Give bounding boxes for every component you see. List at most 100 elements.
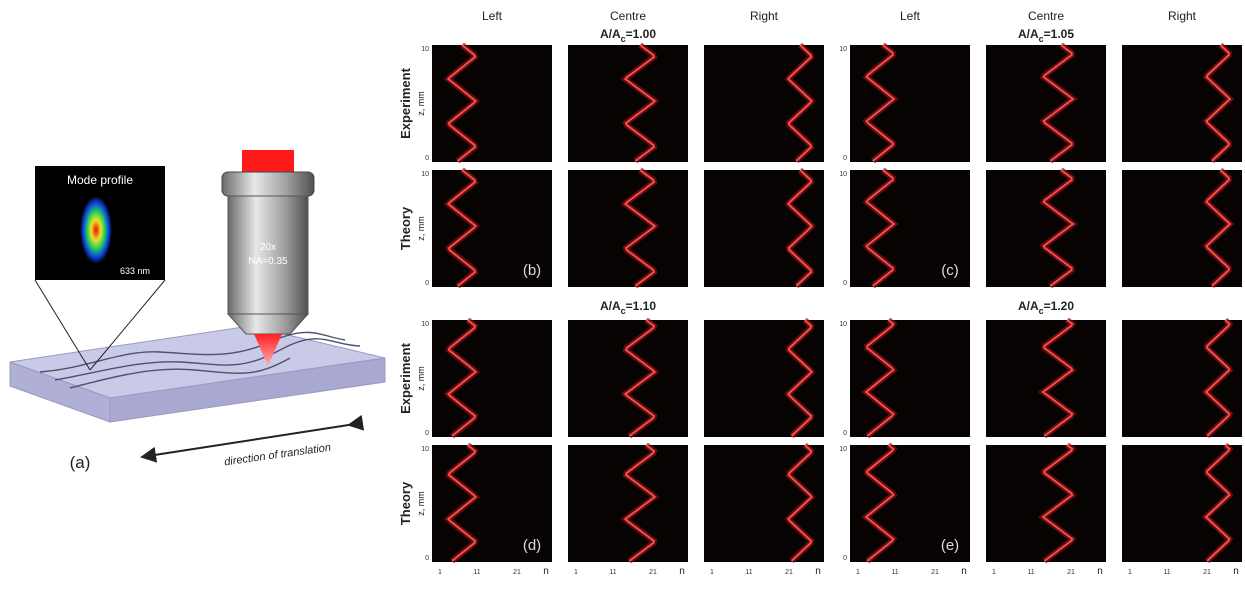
x-axis-label: n bbox=[679, 566, 685, 577]
y-tick-label: 10 bbox=[839, 171, 847, 178]
x-axis-label: n bbox=[1097, 566, 1103, 577]
trace bbox=[446, 444, 478, 562]
x-axis-label: n bbox=[1233, 566, 1239, 577]
y-tick-label: 0 bbox=[843, 555, 847, 562]
y-tick-label: 0 bbox=[425, 280, 429, 287]
trace bbox=[1041, 444, 1074, 562]
y-tick-label: 10 bbox=[421, 446, 429, 453]
z-axis-label: z, mm bbox=[416, 491, 426, 516]
intensity-panel bbox=[986, 320, 1106, 437]
focus-cone bbox=[254, 334, 282, 366]
intensity-panel bbox=[568, 45, 688, 162]
ratio-label: A/Ac=1.20 bbox=[1018, 299, 1074, 316]
trace bbox=[446, 319, 478, 437]
x-tick-label: 11 bbox=[473, 569, 480, 576]
ratio-base: A/A bbox=[1018, 27, 1039, 41]
column-header: Centre bbox=[1028, 9, 1064, 23]
ratio-base: A/A bbox=[600, 299, 621, 313]
y-tick-label: 0 bbox=[843, 430, 847, 437]
ratio-sub: c bbox=[1039, 34, 1044, 44]
intensity-panel bbox=[986, 445, 1106, 562]
objective-ring bbox=[221, 171, 315, 197]
x-tick-label: 1 bbox=[856, 569, 860, 576]
intensity-panel bbox=[432, 45, 552, 162]
x-tick-label: 1 bbox=[710, 569, 714, 576]
column-header: Centre bbox=[610, 9, 646, 23]
objective-tip bbox=[226, 313, 310, 335]
x-tick-label: 11 bbox=[1163, 569, 1170, 576]
column-header: Left bbox=[900, 9, 921, 23]
wavelength: 633 nm bbox=[120, 266, 150, 276]
intensity-panel bbox=[850, 170, 970, 287]
trace bbox=[864, 444, 895, 562]
trace bbox=[1204, 444, 1231, 562]
trace bbox=[1205, 44, 1232, 162]
panel-label: (d) bbox=[523, 537, 541, 554]
x-axis-label: n bbox=[815, 566, 821, 577]
waveguides bbox=[39, 331, 361, 389]
z-axis-label: z, mm bbox=[416, 366, 426, 391]
trace bbox=[1205, 169, 1232, 287]
x-tick-label: 21 bbox=[1067, 569, 1075, 576]
row-label: Experiment bbox=[398, 67, 413, 138]
panel-label: (a) bbox=[70, 453, 91, 472]
ratio-label: A/Ac=1.05 bbox=[1018, 27, 1074, 44]
zoom-line bbox=[89, 279, 166, 371]
intensity-panel bbox=[850, 320, 970, 437]
trace bbox=[865, 44, 896, 162]
objective-label: NA=0.35 bbox=[248, 256, 288, 267]
ratio-base: A/A bbox=[600, 27, 621, 41]
z-axis-label: z, mm bbox=[416, 216, 426, 241]
translation-arrow bbox=[140, 414, 365, 463]
trace bbox=[786, 319, 814, 437]
z-axis-label: z, mm bbox=[416, 91, 426, 116]
ratio-label: A/Ac=1.00 bbox=[600, 27, 656, 44]
trace bbox=[786, 444, 814, 562]
column-header: Right bbox=[750, 9, 779, 23]
slab-side bbox=[109, 357, 386, 423]
y-tick-label: 0 bbox=[425, 430, 429, 437]
row-label: Theory bbox=[398, 481, 413, 525]
intensity-panel bbox=[568, 445, 688, 562]
x-tick-label: 21 bbox=[931, 569, 939, 576]
y-tick-label: 10 bbox=[839, 321, 847, 328]
intensity-panel bbox=[432, 445, 552, 562]
row-label: Theory bbox=[398, 206, 413, 250]
panel-label: (b) bbox=[523, 262, 541, 279]
x-tick-label: 11 bbox=[609, 569, 616, 576]
trace bbox=[865, 169, 896, 287]
y-tick-label: 10 bbox=[839, 446, 847, 453]
trace bbox=[786, 44, 814, 162]
x-tick-label: 11 bbox=[1027, 569, 1034, 576]
panel-label: (c) bbox=[941, 262, 959, 279]
trace bbox=[1042, 169, 1075, 287]
ratio-value: =1.10 bbox=[626, 299, 657, 313]
ratio-value: =1.00 bbox=[626, 27, 657, 41]
column-header: Right bbox=[1168, 9, 1197, 23]
trace bbox=[623, 319, 657, 437]
trace bbox=[446, 44, 478, 162]
x-tick-label: 1 bbox=[574, 569, 578, 576]
column-header: Left bbox=[482, 9, 503, 23]
trace bbox=[446, 169, 478, 287]
intensity-panel bbox=[432, 170, 552, 287]
x-tick-label: 1 bbox=[438, 569, 442, 576]
intensity-panel bbox=[568, 320, 688, 437]
trace bbox=[623, 169, 657, 287]
ratio-sub: c bbox=[621, 34, 626, 44]
intensity-panel bbox=[986, 45, 1106, 162]
x-tick-label: 11 bbox=[891, 569, 898, 576]
zoom-line bbox=[34, 279, 91, 371]
y-tick-label: 0 bbox=[425, 555, 429, 562]
x-tick-label: 11 bbox=[745, 569, 752, 576]
x-axis-label: n bbox=[543, 566, 549, 577]
x-tick-label: 1 bbox=[992, 569, 996, 576]
panel-label: (e) bbox=[941, 537, 959, 554]
y-tick-label: 10 bbox=[421, 321, 429, 328]
objective-label: 20x bbox=[260, 242, 276, 253]
mode-spot bbox=[80, 196, 112, 264]
trace bbox=[623, 44, 657, 162]
x-axis-label: n bbox=[961, 566, 967, 577]
trace bbox=[1042, 44, 1075, 162]
intensity-panel bbox=[986, 170, 1106, 287]
